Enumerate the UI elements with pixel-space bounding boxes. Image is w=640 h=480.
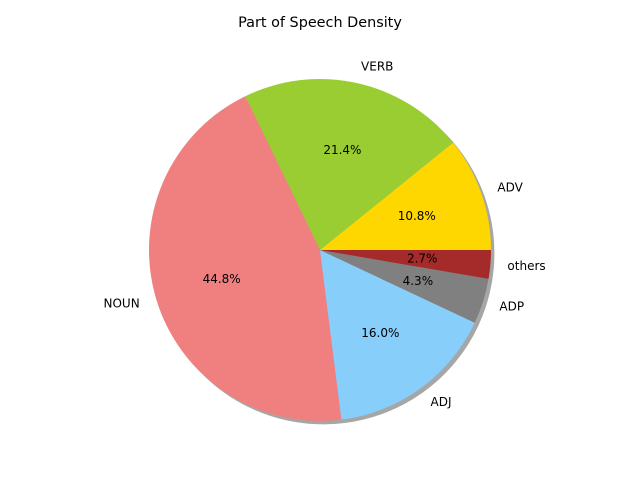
pie-slice-adp <box>320 250 489 323</box>
pie-labels: ADV VERB NOUN ADJ ADP others <box>104 59 546 409</box>
slice-percent-adv: 10.8% <box>398 209 436 223</box>
slice-label-adp: ADP <box>499 299 524 313</box>
chart-title: Part of Speech Density <box>238 15 402 31</box>
pie-slices <box>149 78 491 422</box>
pie-slice-others <box>320 250 491 279</box>
slice-percent-adj: 16.0% <box>361 326 399 340</box>
slice-label-others: others <box>507 259 545 273</box>
pie-percent-labels: 10.8% 21.4% 44.8% 16.0% 4.3% 2.7% <box>203 143 438 340</box>
slice-percent-adp: 4.3% <box>403 274 434 288</box>
pie-slice-adj <box>320 250 475 420</box>
pie-slice-noun <box>149 96 342 422</box>
slice-label-adv: ADV <box>497 180 523 194</box>
pie-slice-verb <box>245 78 454 251</box>
slice-percent-verb: 21.4% <box>323 143 361 157</box>
slice-label-verb: VERB <box>361 59 393 73</box>
pie-slice-adv <box>320 142 491 250</box>
slice-percent-noun: 44.8% <box>203 272 241 286</box>
slice-label-adj: ADJ <box>431 395 452 409</box>
slice-label-noun: NOUN <box>104 297 140 311</box>
slice-percent-others: 2.7% <box>407 252 438 266</box>
